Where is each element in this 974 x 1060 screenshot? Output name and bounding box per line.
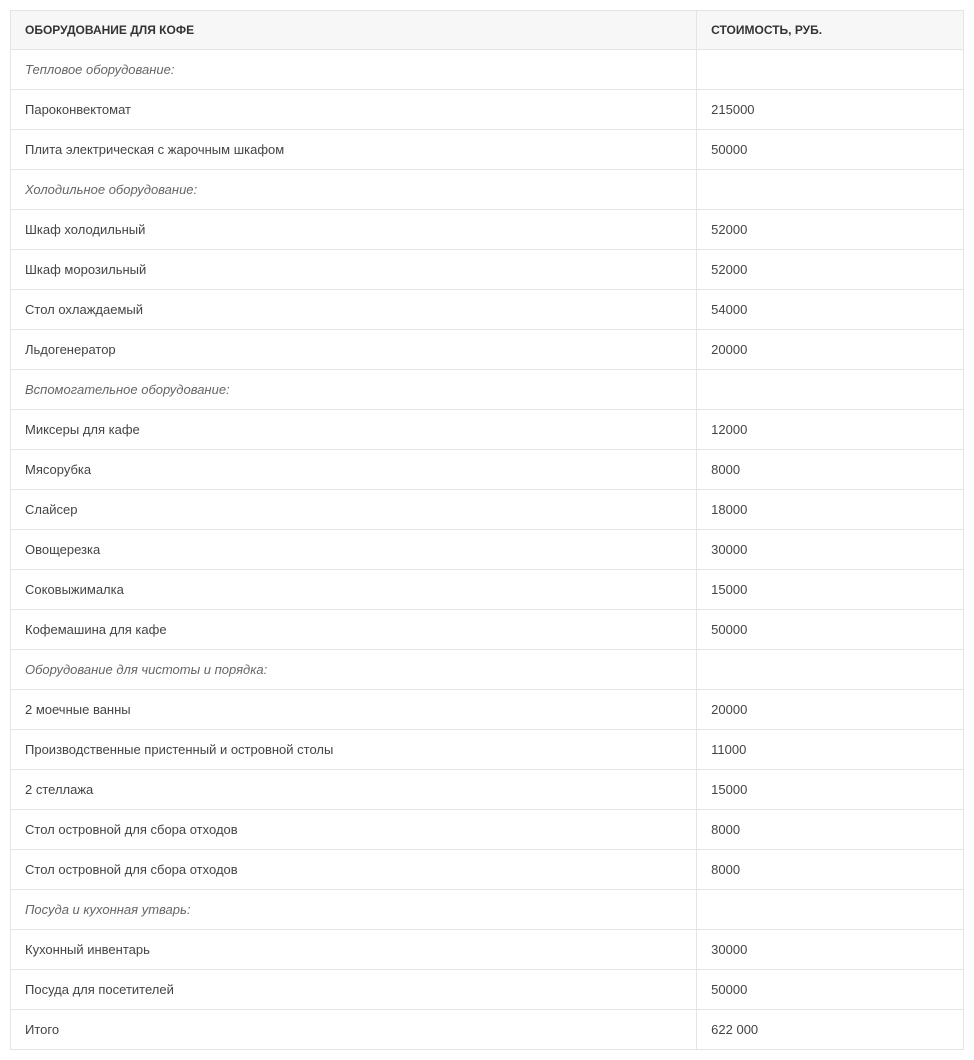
cell-cost: 50000 (697, 970, 964, 1010)
table-row: Стол островной для сбора отходов8000 (11, 810, 964, 850)
cell-cost: 50000 (697, 130, 964, 170)
cell-cost: 20000 (697, 690, 964, 730)
cell-name: Стол островной для сбора отходов (11, 850, 697, 890)
cell-cost: 11000 (697, 730, 964, 770)
cell-cost: 15000 (697, 770, 964, 810)
cell-cost: 50000 (697, 610, 964, 650)
cell-name: Слайсер (11, 490, 697, 530)
cell-cost (697, 890, 964, 930)
table-body: Тепловое оборудование:Пароконвектомат215… (11, 50, 964, 1050)
table-row: Шкаф морозильный52000 (11, 250, 964, 290)
table-row: Посуда и кухонная утварь: (11, 890, 964, 930)
table-row: Пароконвектомат215000 (11, 90, 964, 130)
table-row: Слайсер18000 (11, 490, 964, 530)
cell-name: Шкаф холодильный (11, 210, 697, 250)
cell-cost: 18000 (697, 490, 964, 530)
table-row: Посуда для посетителей50000 (11, 970, 964, 1010)
table-row: Итого622 000 (11, 1010, 964, 1050)
cell-cost: 30000 (697, 930, 964, 970)
cell-cost: 52000 (697, 250, 964, 290)
cell-name: Миксеры для кафе (11, 410, 697, 450)
table-row: Кофемашина для кафе50000 (11, 610, 964, 650)
table-row: 2 стеллажа15000 (11, 770, 964, 810)
table-row: Льдогенератор20000 (11, 330, 964, 370)
table-row: Мясорубка8000 (11, 450, 964, 490)
cell-cost: 20000 (697, 330, 964, 370)
header-cost: СТОИМОСТЬ, РУБ. (697, 11, 964, 50)
cell-name: Холодильное оборудование: (11, 170, 697, 210)
table-row: Плита электрическая с жарочным шкафом500… (11, 130, 964, 170)
table-row: 2 моечные ванны20000 (11, 690, 964, 730)
cell-name: Шкаф морозильный (11, 250, 697, 290)
cell-cost: 52000 (697, 210, 964, 250)
table-row: Стол охлаждаемый54000 (11, 290, 964, 330)
cell-name: Соковыжималка (11, 570, 697, 610)
cell-name: Стол островной для сбора отходов (11, 810, 697, 850)
table-row: Миксеры для кафе12000 (11, 410, 964, 450)
table-row: Вспомогательное оборудование: (11, 370, 964, 410)
cell-name: Тепловое оборудование: (11, 50, 697, 90)
cell-cost (697, 170, 964, 210)
cell-cost: 8000 (697, 450, 964, 490)
cell-cost (697, 370, 964, 410)
cell-name: Итого (11, 1010, 697, 1050)
table-row: Тепловое оборудование: (11, 50, 964, 90)
cell-name: Пароконвектомат (11, 90, 697, 130)
cell-cost: 15000 (697, 570, 964, 610)
cell-name: 2 моечные ванны (11, 690, 697, 730)
table-row: Оборудование для чистоты и порядка: (11, 650, 964, 690)
table-row: Овощерезка30000 (11, 530, 964, 570)
cell-name: Посуда и кухонная утварь: (11, 890, 697, 930)
cell-name: Оборудование для чистоты и порядка: (11, 650, 697, 690)
cell-cost (697, 50, 964, 90)
table-row: Шкаф холодильный52000 (11, 210, 964, 250)
header-equipment: ОБОРУДОВАНИЕ ДЛЯ КОФЕ (11, 11, 697, 50)
cell-cost (697, 650, 964, 690)
cell-cost: 12000 (697, 410, 964, 450)
cell-name: Посуда для посетителей (11, 970, 697, 1010)
cell-cost: 622 000 (697, 1010, 964, 1050)
cell-name: Производственные пристенный и островной … (11, 730, 697, 770)
cell-name: Стол охлаждаемый (11, 290, 697, 330)
cell-name: Льдогенератор (11, 330, 697, 370)
cell-name: Кухонный инвентарь (11, 930, 697, 970)
table-row: Холодильное оборудование: (11, 170, 964, 210)
cell-name: Овощерезка (11, 530, 697, 570)
cell-name: 2 стеллажа (11, 770, 697, 810)
table-row: Кухонный инвентарь30000 (11, 930, 964, 970)
cell-cost: 30000 (697, 530, 964, 570)
cell-name: Плита электрическая с жарочным шкафом (11, 130, 697, 170)
table-row: Производственные пристенный и островной … (11, 730, 964, 770)
equipment-table: ОБОРУДОВАНИЕ ДЛЯ КОФЕ СТОИМОСТЬ, РУБ. Те… (10, 10, 964, 1050)
cell-cost: 54000 (697, 290, 964, 330)
cell-cost: 215000 (697, 90, 964, 130)
cell-name: Вспомогательное оборудование: (11, 370, 697, 410)
cell-name: Кофемашина для кафе (11, 610, 697, 650)
table-row: Стол островной для сбора отходов8000 (11, 850, 964, 890)
cell-cost: 8000 (697, 850, 964, 890)
cell-name: Мясорубка (11, 450, 697, 490)
table-row: Соковыжималка15000 (11, 570, 964, 610)
table-header-row: ОБОРУДОВАНИЕ ДЛЯ КОФЕ СТОИМОСТЬ, РУБ. (11, 11, 964, 50)
cell-cost: 8000 (697, 810, 964, 850)
